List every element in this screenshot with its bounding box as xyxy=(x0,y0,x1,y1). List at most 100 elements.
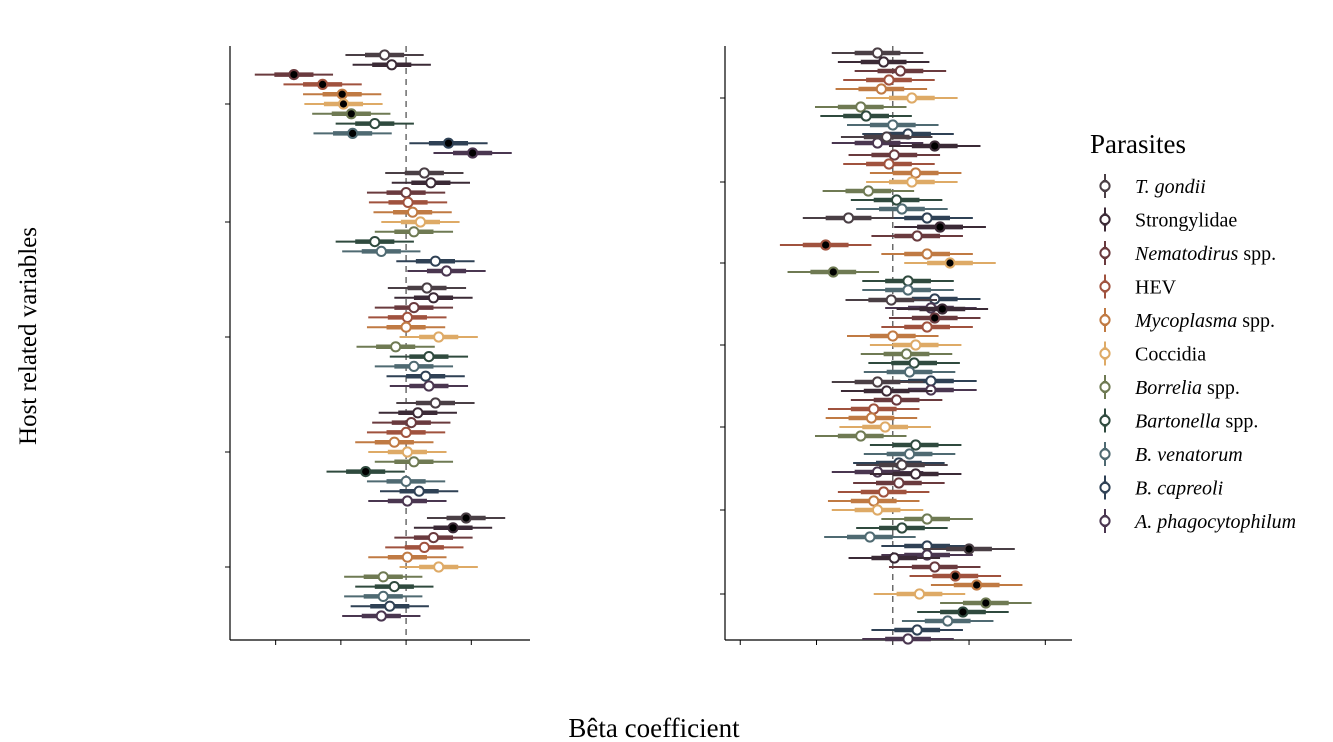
point-estimate xyxy=(896,459,908,471)
point-estimate xyxy=(418,167,430,179)
legend-item-label: Bartonella spp. xyxy=(1135,411,1258,433)
legend-item-label: T. gondii xyxy=(1135,176,1206,198)
point-estimate xyxy=(929,140,941,152)
legend-key-point xyxy=(1099,414,1111,427)
point-estimate xyxy=(855,101,867,113)
point-estimate xyxy=(881,131,893,143)
point-estimate xyxy=(902,633,914,645)
point-estimate xyxy=(345,108,357,120)
point-estimate xyxy=(896,203,908,215)
point-estimate xyxy=(885,294,897,306)
point-estimate xyxy=(369,118,381,130)
legend-item-label: Coccidia xyxy=(1135,344,1206,366)
point-estimate xyxy=(433,561,445,573)
legend-key-point xyxy=(1099,448,1111,460)
legend-item-italic: Nematodirus xyxy=(1134,243,1239,265)
point-estimate xyxy=(400,187,412,199)
point-estimate xyxy=(842,212,855,224)
point-estimate xyxy=(910,167,922,179)
point-estimate xyxy=(408,302,420,314)
point-estimate xyxy=(871,376,884,388)
point-estimate xyxy=(402,196,414,208)
point-estimate xyxy=(860,110,872,122)
point-estimate xyxy=(429,397,442,409)
panel-a xyxy=(225,46,530,645)
legend-item-italic: Borrelia xyxy=(1135,377,1202,399)
legend-item-label: Mycoplasma spp. xyxy=(1134,310,1275,332)
legend-item-label: B. venatorum xyxy=(1135,444,1243,466)
point-estimate xyxy=(423,380,435,392)
point-estimate xyxy=(408,456,420,468)
point-estimate xyxy=(413,485,425,497)
point-estimate xyxy=(911,230,923,242)
legend: Parasites T. gondii Strongylidae Nematodir… xyxy=(1090,129,1296,533)
point-estimate xyxy=(427,292,440,304)
point-estimate xyxy=(921,248,933,260)
point-estimate xyxy=(925,375,937,387)
point-estimate xyxy=(418,541,430,554)
point-estimate xyxy=(855,430,867,442)
point-estimate xyxy=(862,185,874,197)
point-estimate xyxy=(429,255,442,267)
legend-item-italic: Mycoplasma xyxy=(1134,310,1237,332)
point-estimate xyxy=(400,475,412,487)
point-estimate xyxy=(400,426,412,438)
point-estimate xyxy=(921,321,933,333)
x-axis-title: Bêta coefficient xyxy=(568,713,740,742)
point-estimate xyxy=(868,403,880,415)
point-estimate xyxy=(871,466,884,478)
point-estimate xyxy=(944,257,956,269)
point-estimate xyxy=(347,127,359,139)
point-estimate xyxy=(317,78,329,91)
point-estimate xyxy=(963,543,975,555)
point-estimate xyxy=(827,266,839,278)
point-estimate xyxy=(288,69,300,81)
point-estimate xyxy=(875,83,887,95)
legend-item-label: Borrelia spp. xyxy=(1135,377,1240,399)
point-estimate xyxy=(883,158,895,170)
point-estimate xyxy=(407,206,419,218)
legend-item-suffix: spp. xyxy=(1202,377,1240,399)
point-estimate xyxy=(929,312,941,324)
point-estimate xyxy=(388,581,400,593)
point-estimate xyxy=(460,512,472,524)
legend-key-point xyxy=(1099,515,1111,527)
point-estimate xyxy=(903,366,916,378)
point-estimate xyxy=(910,439,922,451)
point-estimate xyxy=(934,221,946,233)
point-estimate xyxy=(868,495,880,507)
point-estimate xyxy=(864,531,876,543)
point-estimate xyxy=(929,561,941,573)
point-estimate xyxy=(888,149,900,161)
point-estimate xyxy=(421,282,433,294)
legend-key-point xyxy=(1099,213,1111,226)
legend-item-label: Strongylidae xyxy=(1135,210,1237,232)
point-estimate xyxy=(910,468,922,480)
point-estimate xyxy=(401,495,413,507)
point-estimate xyxy=(375,610,387,622)
point-estimate xyxy=(881,385,893,397)
point-estimate xyxy=(890,194,903,206)
point-estimate xyxy=(390,341,402,353)
point-estimate xyxy=(401,311,413,323)
point-estimate xyxy=(887,119,899,131)
point-estimate xyxy=(942,615,954,627)
point-estimate xyxy=(820,239,832,251)
panel-b xyxy=(720,46,1072,645)
point-estimate xyxy=(896,522,908,534)
legend-item-label: HEV xyxy=(1135,277,1177,299)
legend-item-suffix: spp. xyxy=(1237,310,1275,332)
point-estimate xyxy=(878,56,890,68)
point-estimate xyxy=(440,265,453,277)
point-estimate xyxy=(949,570,961,582)
legend-key-point xyxy=(1099,481,1111,494)
point-estimate xyxy=(893,477,905,489)
point-estimate xyxy=(957,606,969,618)
legend-key-point xyxy=(1099,381,1111,393)
point-estimate xyxy=(900,348,913,360)
point-estimate xyxy=(879,421,891,433)
legend-key-point xyxy=(1099,280,1111,293)
point-estimate xyxy=(467,147,479,159)
point-estimate xyxy=(408,360,420,372)
